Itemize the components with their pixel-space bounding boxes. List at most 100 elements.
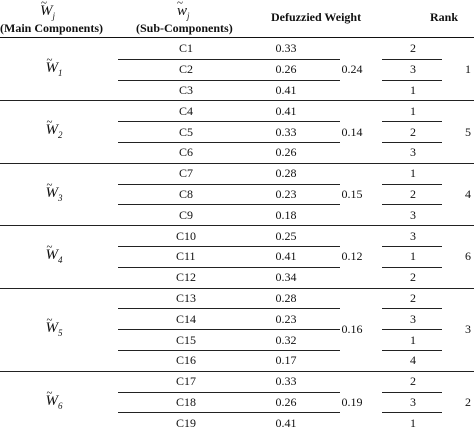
sub-rank-cell: 3 [410,62,416,77]
main-symbol-sub: j [52,11,56,21]
rank-row-rule [382,308,442,309]
main-components-label: (Main Components) [0,21,104,35]
sub-symbol-header: ~ wj [177,0,190,21]
sub-rank-cell: 2 [410,270,416,285]
main-component-letter: W [45,246,59,263]
main-weight-cell: 0.12 [341,249,363,264]
main-rank-cell: 3 [465,322,471,337]
sub-component-cell: C17 [176,374,197,389]
sub-component-cell: C16 [176,353,197,368]
sub-rank-cell: 3 [410,311,416,326]
main-component-symbol: ~ W4 [45,241,63,265]
main-symbol-tilde: ~ [41,0,47,9]
sub-rank-cell: 1 [410,415,416,430]
main-rank-cell: 2 [465,395,471,409]
header-rule [0,37,474,38]
sub-component-cell: C15 [176,332,197,347]
sub-rank-cell: 1 [410,103,416,118]
sub-rank-cell: 2 [410,124,416,139]
sub-component-cell: C19 [176,415,197,430]
main-component-tilde: ~ [46,386,53,399]
rank-row-rule [382,121,442,122]
sub-component-cell: C8 [179,187,194,201]
main-rank-cell: 1 [465,62,471,77]
sub-components-label: (Sub-Components) [136,21,233,35]
main-component-letter: W [45,319,59,336]
group-rule [0,100,474,101]
main-symbol: W [40,3,53,19]
main-weight-cell: 0.14 [341,124,363,139]
main-component-tilde: ~ [46,240,53,253]
main-component-tilde: ~ [46,116,53,129]
rank-row-rule [382,142,442,143]
sub-row-rule [118,59,340,60]
rank-row-rule [382,80,442,81]
sub-symbol-sub: j [187,11,190,21]
sub-component-cell: C12 [176,270,197,285]
sub-rank-cell: 2 [410,374,416,389]
group-rule [0,371,474,372]
sub-weight-cell: 0.23 [275,311,297,326]
sub-rank-cell: 1 [410,332,416,347]
main-weight-cell: 0.15 [341,187,363,201]
main-component-tilde: ~ [46,178,53,191]
rank-row-rule [382,329,442,330]
sub-weight-cell: 0.41 [275,83,297,97]
main-component-symbol: ~ W5 [45,314,63,338]
main-component-tilde: ~ [46,53,53,66]
sub-row-rule [118,392,340,393]
main-component-tilde: ~ [46,313,53,326]
rank-row-rule [382,184,442,185]
sub-row-rule [118,184,340,185]
sub-rank-cell: 3 [410,228,416,243]
main-symbol-header: ~ Wj [40,0,56,21]
sub-component-cell: C2 [179,62,194,77]
sub-component-cell: C9 [179,207,194,222]
sub-weight-cell: 0.33 [275,124,297,139]
sub-rank-cell: 1 [410,166,416,181]
main-component-symbol: ~ W6 [45,387,63,411]
sub-row-rule [118,80,340,81]
sub-component-cell: C5 [179,124,194,139]
sub-component-cell: C4 [179,103,194,118]
sub-rank-cell: 3 [410,395,416,409]
main-component-index: 5 [58,327,63,338]
sub-component-cell: C14 [176,311,197,326]
main-component-letter: W [45,392,59,409]
main-component-index: 3 [58,192,63,203]
sub-weight-cell: 0.33 [275,41,297,56]
sub-row-rule [118,204,340,205]
sub-weight-cell: 0.32 [275,332,297,347]
sub-row-rule [118,121,340,122]
sub-weight-cell: 0.18 [275,207,297,222]
rank-row-rule [382,350,442,351]
sub-row-rule [118,329,340,330]
sub-component-cell: C11 [176,249,196,264]
sub-component-cell: C1 [179,41,194,56]
main-weight-cell: 0.24 [341,62,363,77]
sub-row-rule [118,246,340,247]
sub-component-cell: C13 [176,291,197,305]
main-component-symbol: ~ W3 [46,179,63,203]
sub-component-cell: C6 [179,145,194,160]
main-rank-cell: 5 [465,124,471,139]
rank-row-rule [382,246,442,247]
sub-rank-cell: 1 [410,83,416,97]
sub-row-rule [118,412,340,413]
weight-header: Defuzzied Weight [271,10,362,24]
rank-row-rule [382,412,442,413]
sub-symbol: w [177,3,188,19]
group-rule [0,225,474,226]
main-weight-cell: 0.19 [341,395,363,409]
sub-row-rule [118,142,340,143]
sub-rank-cell: 2 [410,187,416,201]
sub-weight-cell: 0.28 [275,166,297,181]
main-component-index: 2 [58,130,63,141]
sub-row-rule [118,350,340,351]
sub-weight-cell: 0.26 [275,395,297,409]
sub-weight-cell: 0.17 [275,353,297,368]
sub-symbol-tilde: ~ [177,0,183,9]
main-component-letter: W [45,59,59,76]
main-weight-cell: 0.16 [341,322,363,337]
